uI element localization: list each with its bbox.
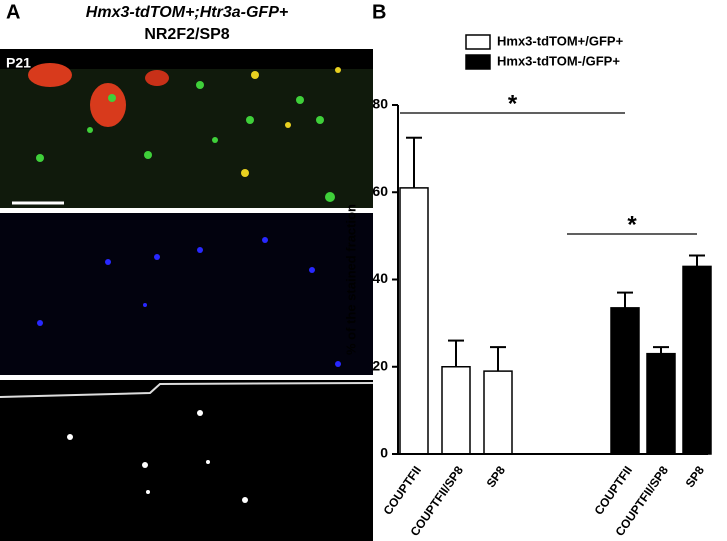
bar bbox=[646, 352, 676, 455]
age-label: P21 bbox=[6, 55, 31, 71]
y-tick-label: 40 bbox=[372, 270, 388, 286]
bar bbox=[682, 265, 712, 455]
micrograph-nr2f2 bbox=[0, 213, 373, 375]
x-tick-label: SP8 bbox=[683, 463, 708, 490]
y-tick-label: 80 bbox=[372, 96, 388, 112]
legend-swatch bbox=[465, 34, 491, 50]
y-tick-label: 60 bbox=[372, 183, 388, 199]
legend-swatch bbox=[465, 54, 491, 70]
micrograph-sp8 bbox=[0, 380, 374, 541]
bar bbox=[483, 370, 513, 455]
y-tick-label: 20 bbox=[372, 357, 388, 373]
significance-mark: * bbox=[508, 90, 518, 117]
legend-label: Hmx3-tdTOM-/GFP+ bbox=[497, 53, 620, 68]
legend-label: Hmx3-tdTOM+/GFP+ bbox=[497, 33, 624, 48]
panel-label: A bbox=[6, 1, 20, 23]
bar bbox=[399, 187, 429, 455]
panel-label: B bbox=[372, 1, 386, 23]
bar bbox=[610, 307, 640, 455]
x-tick-label: SP8 bbox=[484, 463, 509, 490]
x-tick-label: COUPTFII bbox=[380, 464, 424, 518]
y-tick-label: 0 bbox=[380, 445, 388, 461]
significance-mark: * bbox=[627, 211, 637, 238]
image-title: Hmx3-tdTOM+;Htr3a-GFP+ bbox=[86, 4, 288, 21]
image-subtitle: NR2F2/SP8 bbox=[144, 26, 229, 43]
bar bbox=[441, 366, 471, 455]
micrograph-merge: P21 bbox=[0, 49, 373, 208]
y-axis-title: % of the stained fraction bbox=[343, 204, 358, 355]
